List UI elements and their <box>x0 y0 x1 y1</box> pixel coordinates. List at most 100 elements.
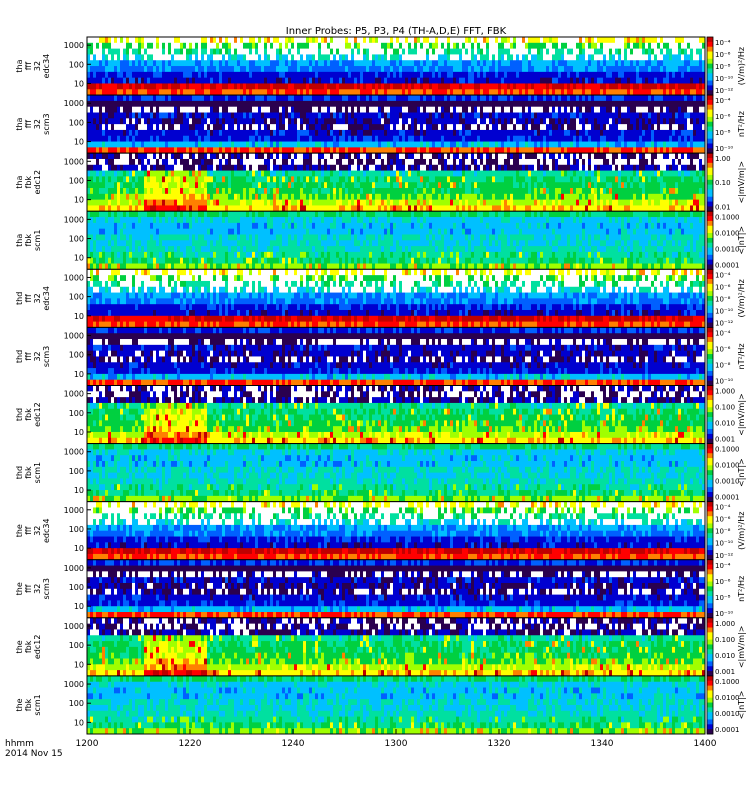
spectrogram-cell <box>516 49 519 55</box>
spectrogram-cell <box>243 72 246 78</box>
spectrogram-cell <box>654 72 657 78</box>
spectrogram-cell <box>87 101 90 107</box>
spectrogram-cell <box>699 89 702 95</box>
spectrogram-cell <box>192 188 195 194</box>
spectrogram-cell <box>162 205 165 211</box>
spectrogram-cell <box>324 60 327 66</box>
spectrogram-cell <box>618 101 621 107</box>
spectrogram-cell <box>135 72 138 78</box>
spectrogram-cell <box>216 89 219 95</box>
spectrogram-cell <box>507 66 510 72</box>
spectrogram-cell <box>342 113 345 119</box>
spectrogram-cell <box>306 153 309 159</box>
spectrogram-cell <box>531 130 534 136</box>
spectrogram-cell <box>156 54 159 60</box>
spectrogram-cell <box>546 113 549 119</box>
spectrogram-cell <box>522 124 525 130</box>
spectrogram-cell <box>477 136 480 142</box>
spectrogram-cell <box>462 49 465 55</box>
spectrogram-cell <box>321 147 324 153</box>
spectrogram-cell <box>507 89 510 95</box>
spectrogram-cell <box>219 182 222 188</box>
spectrogram-cell <box>426 101 429 107</box>
spectrogram-cell <box>396 49 399 55</box>
spectrogram-cell <box>651 142 654 148</box>
spectrogram-cell <box>651 66 654 72</box>
spectrogram-cell <box>312 205 315 211</box>
spectrogram-cell <box>165 147 168 153</box>
spectrogram-cell <box>339 72 342 78</box>
spectrogram-cell <box>585 66 588 72</box>
spectrogram-cell <box>594 60 597 66</box>
colorbar-segment <box>707 64 713 67</box>
spectrogram-cell <box>207 124 210 130</box>
spectrogram-cell <box>384 136 387 142</box>
spectrogram-cell <box>228 194 231 200</box>
spectrogram-cell <box>303 101 306 107</box>
spectrogram-cell <box>495 49 498 55</box>
spectrogram-cell <box>135 205 138 211</box>
spectrogram-cell <box>120 37 123 43</box>
spectrogram-cell <box>111 49 114 55</box>
spectrogram-cell <box>666 72 669 78</box>
spectrogram-cell <box>315 72 318 78</box>
spectrogram-cell <box>201 136 204 142</box>
spectrogram-cell <box>405 118 408 124</box>
spectrogram-cell <box>282 60 285 66</box>
spectrogram-cell <box>348 95 351 101</box>
spectrogram-cell <box>252 95 255 101</box>
spectrogram-cell <box>264 194 267 200</box>
spectrogram-cell <box>375 101 378 107</box>
panel-label-line: scm3 <box>42 113 51 134</box>
spectrogram-cell <box>486 89 489 95</box>
spectrogram-cell <box>606 142 609 148</box>
spectrogram-cell <box>327 83 330 89</box>
spectrogram-cell <box>594 147 597 153</box>
spectrogram-cell <box>183 83 186 89</box>
spectrogram-cell <box>252 194 255 200</box>
spectrogram-cell <box>120 49 123 55</box>
spectrogram-cell <box>540 83 543 89</box>
spectrogram-cell <box>207 194 210 200</box>
spectrogram-cell <box>135 165 138 171</box>
spectrogram-cell <box>168 113 171 119</box>
spectrogram-cell <box>438 89 441 95</box>
spectrogram-cell <box>669 95 672 101</box>
spectrogram-cell <box>120 89 123 95</box>
spectrogram-cell <box>201 171 204 177</box>
spectrogram-cell <box>471 49 474 55</box>
spectrogram-cell <box>231 142 234 148</box>
spectrogram-cell <box>273 165 276 171</box>
spectrogram-cell <box>414 66 417 72</box>
spectrogram-cell <box>183 176 186 182</box>
spectrogram-cell <box>324 147 327 153</box>
spectrogram-cell <box>90 54 93 60</box>
spectrogram-cell <box>420 136 423 142</box>
spectrogram-cell <box>183 118 186 124</box>
spectrogram-cell <box>480 130 483 136</box>
spectrogram-cell <box>102 130 105 136</box>
spectrogram-cell <box>498 66 501 72</box>
spectrogram-cell <box>300 194 303 200</box>
spectrogram-cell <box>183 72 186 78</box>
spectrogram-cell <box>294 205 297 211</box>
spectrogram-cell <box>588 37 591 43</box>
spectrogram-cell <box>639 95 642 101</box>
spectrogram-cell <box>342 49 345 55</box>
spectrogram-cell <box>294 95 297 101</box>
spectrogram-cell <box>93 83 96 89</box>
spectrogram-cell <box>207 60 210 66</box>
spectrogram-cell <box>468 89 471 95</box>
spectrogram-cell <box>339 118 342 124</box>
spectrogram-cell <box>204 205 207 211</box>
spectrogram-cell <box>216 107 219 113</box>
spectrogram-cell <box>162 107 165 113</box>
spectrogram-cell <box>534 107 537 113</box>
spectrogram-cell <box>120 72 123 78</box>
spectrogram-cell <box>651 124 654 130</box>
spectrogram-cell <box>396 89 399 95</box>
spectrogram-cell <box>336 107 339 113</box>
spectrogram-cell <box>462 72 465 78</box>
spectrogram-cell <box>171 60 174 66</box>
spectrogram-cell <box>117 113 120 119</box>
